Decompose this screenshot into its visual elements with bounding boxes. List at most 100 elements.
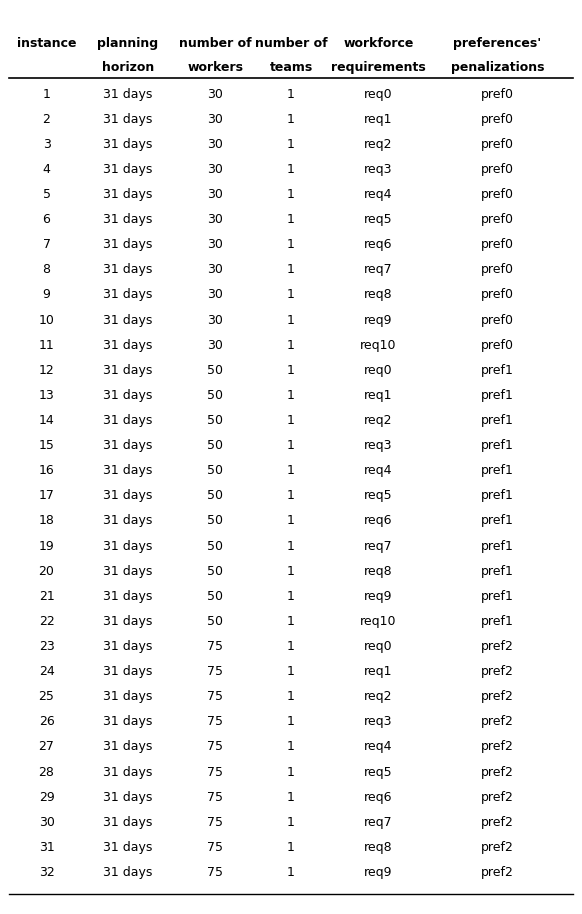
Text: 75: 75 xyxy=(207,766,223,779)
Text: 50: 50 xyxy=(207,388,223,402)
Text: preferences': preferences' xyxy=(453,37,542,50)
Text: 30: 30 xyxy=(207,163,223,175)
Text: 50: 50 xyxy=(207,515,223,527)
Text: 50: 50 xyxy=(207,615,223,628)
Text: 31 days: 31 days xyxy=(104,138,152,151)
Text: pref0: pref0 xyxy=(481,213,514,226)
Text: req3: req3 xyxy=(364,163,392,175)
Text: 30: 30 xyxy=(207,339,223,352)
Text: 31 days: 31 days xyxy=(104,841,152,854)
Text: 13: 13 xyxy=(38,388,55,402)
Text: 50: 50 xyxy=(207,439,223,452)
Text: req1: req1 xyxy=(364,665,392,678)
Text: 31 days: 31 days xyxy=(104,640,152,653)
Text: 30: 30 xyxy=(207,88,223,101)
Text: 31 days: 31 days xyxy=(104,188,152,201)
Text: 1: 1 xyxy=(287,565,295,578)
Text: req4: req4 xyxy=(364,740,392,753)
Text: pref1: pref1 xyxy=(481,615,514,628)
Text: 1: 1 xyxy=(287,314,295,326)
Text: 75: 75 xyxy=(207,716,223,728)
Text: 1: 1 xyxy=(287,816,295,829)
Text: 31 days: 31 days xyxy=(104,515,152,527)
Text: req10: req10 xyxy=(360,339,396,352)
Text: req2: req2 xyxy=(364,690,392,703)
Text: horizon: horizon xyxy=(102,60,154,74)
Text: 30: 30 xyxy=(207,188,223,201)
Text: req10: req10 xyxy=(360,615,396,628)
Text: req5: req5 xyxy=(364,489,393,503)
Text: 16: 16 xyxy=(38,464,55,477)
Text: 14: 14 xyxy=(38,414,55,427)
Text: 30: 30 xyxy=(207,239,223,251)
Text: 1: 1 xyxy=(287,439,295,452)
Text: req0: req0 xyxy=(364,88,393,101)
Text: 23: 23 xyxy=(38,640,55,653)
Text: pref2: pref2 xyxy=(481,640,514,653)
Text: 2: 2 xyxy=(42,112,51,125)
Text: 1: 1 xyxy=(287,388,295,402)
Text: 29: 29 xyxy=(38,791,55,803)
Text: 1: 1 xyxy=(287,539,295,553)
Text: pref1: pref1 xyxy=(481,515,514,527)
Text: 30: 30 xyxy=(207,314,223,326)
Text: req7: req7 xyxy=(364,539,393,553)
Text: req6: req6 xyxy=(364,239,392,251)
Text: pref0: pref0 xyxy=(481,188,514,201)
Text: pref2: pref2 xyxy=(481,766,514,779)
Text: req7: req7 xyxy=(364,816,393,829)
Text: req9: req9 xyxy=(364,866,392,879)
Text: req3: req3 xyxy=(364,716,392,728)
Text: 50: 50 xyxy=(207,489,223,503)
Text: 31 days: 31 days xyxy=(104,239,152,251)
Text: req9: req9 xyxy=(364,590,392,603)
Text: 75: 75 xyxy=(207,740,223,753)
Text: 1: 1 xyxy=(287,665,295,678)
Text: 19: 19 xyxy=(38,539,55,553)
Text: pref0: pref0 xyxy=(481,138,514,151)
Text: 31 days: 31 days xyxy=(104,816,152,829)
Text: 75: 75 xyxy=(207,841,223,854)
Text: 31 days: 31 days xyxy=(104,464,152,477)
Text: 1: 1 xyxy=(287,88,295,101)
Text: 50: 50 xyxy=(207,364,223,377)
Text: req8: req8 xyxy=(364,565,393,578)
Text: 75: 75 xyxy=(207,640,223,653)
Text: 50: 50 xyxy=(207,464,223,477)
Text: 31 days: 31 days xyxy=(104,263,152,276)
Text: 31 days: 31 days xyxy=(104,314,152,326)
Text: requirements: requirements xyxy=(331,60,425,74)
Text: 4: 4 xyxy=(42,163,51,175)
Text: 30: 30 xyxy=(38,816,55,829)
Text: 18: 18 xyxy=(38,515,55,527)
Text: pref2: pref2 xyxy=(481,816,514,829)
Text: 31 days: 31 days xyxy=(104,740,152,753)
Text: 12: 12 xyxy=(38,364,55,377)
Text: req1: req1 xyxy=(364,112,392,125)
Text: req2: req2 xyxy=(364,138,392,151)
Text: 8: 8 xyxy=(42,263,51,276)
Text: 21: 21 xyxy=(38,590,55,603)
Text: pref2: pref2 xyxy=(481,841,514,854)
Text: 31 days: 31 days xyxy=(104,665,152,678)
Text: 22: 22 xyxy=(38,615,55,628)
Text: 31 days: 31 days xyxy=(104,88,152,101)
Text: pref1: pref1 xyxy=(481,388,514,402)
Text: req8: req8 xyxy=(364,841,393,854)
Text: pref2: pref2 xyxy=(481,665,514,678)
Text: 1: 1 xyxy=(287,640,295,653)
Text: pref0: pref0 xyxy=(481,163,514,175)
Text: 31 days: 31 days xyxy=(104,213,152,226)
Text: 31 days: 31 days xyxy=(104,766,152,779)
Text: 11: 11 xyxy=(38,339,55,352)
Text: penalizations: penalizations xyxy=(451,60,544,74)
Text: number of: number of xyxy=(255,37,327,50)
Text: req0: req0 xyxy=(364,364,393,377)
Text: 75: 75 xyxy=(207,816,223,829)
Text: 32: 32 xyxy=(38,866,55,879)
Text: pref1: pref1 xyxy=(481,414,514,427)
Text: req4: req4 xyxy=(364,188,392,201)
Text: 17: 17 xyxy=(38,489,55,503)
Text: 31 days: 31 days xyxy=(104,112,152,125)
Text: 30: 30 xyxy=(207,138,223,151)
